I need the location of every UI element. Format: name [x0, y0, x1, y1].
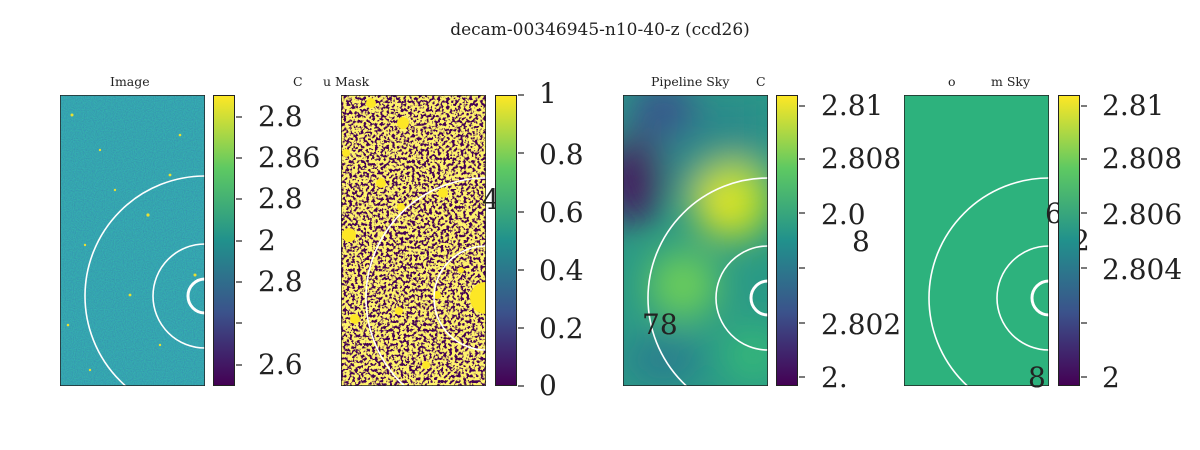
- image-colorbar: [213, 95, 235, 386]
- colorbar-tick: 2.8: [258, 182, 303, 215]
- colorbar-tick: 1: [539, 77, 557, 110]
- panel-extra-label: C: [293, 74, 303, 89]
- colorbar-tick: 2.806: [1102, 198, 1183, 231]
- stray-label: 8: [1028, 361, 1046, 394]
- colorbar-tick: 0.4: [539, 254, 584, 287]
- pipeline-sky-panel: [623, 95, 768, 386]
- sky-colorbar: [1058, 95, 1080, 386]
- colorbar-tick: 0.2: [539, 312, 584, 345]
- colorbar-tick: 0.8: [539, 138, 584, 171]
- stray-label: 78: [642, 308, 678, 341]
- stray-label: 8: [852, 225, 870, 258]
- colorbar-tick: 2.8: [258, 265, 303, 298]
- colorbar-tick: 2: [1102, 361, 1120, 394]
- panel-title-image: Image: [110, 74, 150, 89]
- colorbar-tick: 2.: [821, 361, 848, 394]
- colorbar-tick: 2.81: [1102, 89, 1165, 122]
- colorbar-tick: 2.808: [821, 142, 902, 175]
- colorbar-tick: 2.802: [821, 308, 902, 341]
- image-panel: [60, 95, 205, 386]
- colorbar-tick: 2.808: [1102, 142, 1183, 175]
- mask-colorbar: [495, 95, 517, 386]
- colorbar-tick: 0.6: [539, 196, 584, 229]
- pipeline-sky-colorbar: [776, 95, 798, 386]
- mask-panel: [341, 95, 486, 386]
- panel-extra-label: C: [756, 74, 766, 89]
- panel-extra-label: u: [323, 74, 332, 89]
- colorbar-tick: 2: [258, 224, 276, 257]
- colorbar-tick: 0: [539, 369, 557, 402]
- panel-title-mask: Mask: [335, 74, 370, 89]
- colorbar-tick: 2.6: [258, 348, 303, 381]
- colorbar-tick: 2.0: [821, 198, 866, 231]
- colorbar-tick: 2.8: [258, 100, 303, 133]
- colorbar-tick: 2.86: [258, 141, 321, 174]
- figure-title: decam-00346945-n10-40-z (ccd26): [450, 20, 750, 40]
- colorbar-tick: 2.81: [821, 89, 884, 122]
- panel-extra-label: o: [948, 74, 956, 89]
- panel-title-pipeline-sky: Pipeline Sky: [651, 74, 730, 89]
- panel-title-sky: m Sky: [991, 74, 1031, 89]
- sky-panel: [904, 95, 1049, 386]
- colorbar-tick: 2.804: [1102, 253, 1183, 286]
